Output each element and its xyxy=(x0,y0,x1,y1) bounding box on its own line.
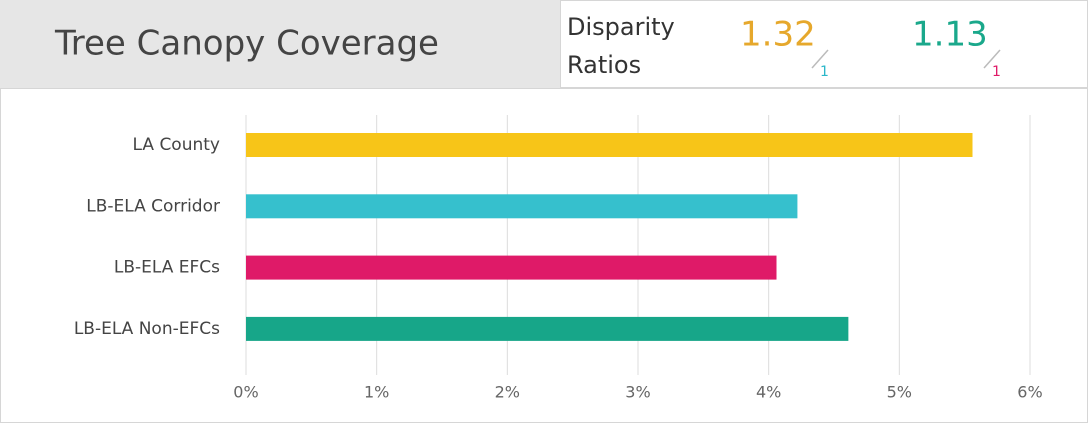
y-tick-label: LB-ELA Non-EFCs xyxy=(74,319,220,339)
ratio-slash xyxy=(983,49,1001,69)
ratio-value: 1.13 xyxy=(912,15,988,55)
x-tick-label: 0% xyxy=(233,383,258,402)
ratio-label: Ratios xyxy=(567,51,641,79)
bar xyxy=(246,133,973,157)
title-band xyxy=(0,0,560,88)
chart-title: Tree Canopy Coverage xyxy=(54,24,439,64)
ratio-slash xyxy=(811,49,829,69)
y-tick-label: LB-ELA Corridor xyxy=(86,196,220,216)
ratio-box xyxy=(560,0,1088,88)
bar xyxy=(246,316,849,341)
bar xyxy=(246,194,798,219)
x-tick-label: 2% xyxy=(495,383,520,402)
y-tick-label: LB-ELA EFCs xyxy=(114,258,220,278)
y-tick-label: LA County xyxy=(133,135,220,155)
ratio-label: Disparity xyxy=(567,13,675,41)
bar xyxy=(246,255,777,280)
x-tick-label: 4% xyxy=(756,383,781,402)
ratio-value: 1.32 xyxy=(740,15,816,55)
ratio-denominator: 1 xyxy=(992,64,1001,80)
x-tick-label: 3% xyxy=(625,383,650,402)
x-tick-label: 5% xyxy=(887,383,912,402)
plot-frame xyxy=(0,88,1088,423)
ratio-denominator: 1 xyxy=(820,64,829,80)
x-tick-label: 1% xyxy=(364,383,389,402)
x-tick-label: 6% xyxy=(1017,383,1042,402)
